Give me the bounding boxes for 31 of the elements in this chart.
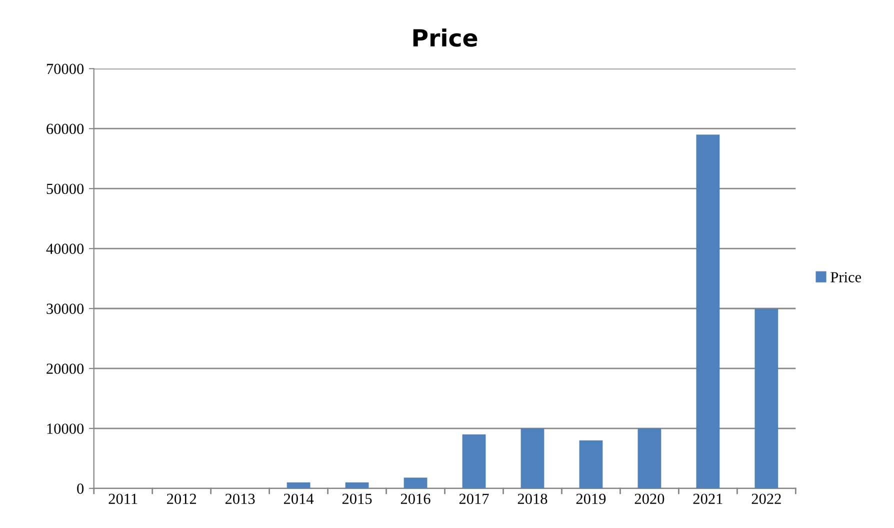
bar	[520, 428, 544, 488]
x-tick-label: 2017	[459, 494, 489, 504]
bar	[696, 134, 720, 488]
bar	[286, 482, 310, 488]
x-tick-label: 2021	[693, 494, 722, 504]
y-tick-label: 60000	[46, 124, 84, 134]
x-tick-label: 2019	[576, 494, 606, 504]
legend-label: Price	[830, 272, 862, 282]
bar	[404, 478, 428, 488]
x-tick-label: 2015	[342, 494, 372, 504]
x-tick-label: 2011	[108, 494, 138, 504]
y-tick-label: 30000	[46, 304, 84, 314]
y-tick-label: 20000	[46, 364, 84, 374]
y-tick-label: 50000	[46, 184, 84, 194]
y-tick-label: 10000	[47, 424, 84, 434]
x-tick-label: 2013	[225, 494, 255, 504]
x-tick-label: 2018	[518, 494, 548, 504]
chart-title: Price	[413, 28, 478, 47]
bar	[638, 428, 662, 488]
bar	[345, 482, 369, 488]
y-tick-label: 0	[77, 484, 84, 494]
bar	[462, 434, 486, 488]
x-tick-label: 2020	[634, 494, 664, 504]
bar	[579, 440, 603, 488]
x-tick-label: 2016	[400, 494, 430, 504]
x-tick-label: 2022	[752, 494, 781, 504]
y-tick-label: 40000	[46, 244, 84, 254]
x-tick-label: 2014	[284, 494, 314, 504]
y-tick-label: 70000	[46, 64, 84, 74]
x-tick-label: 2012	[166, 494, 196, 504]
bar	[754, 308, 778, 488]
